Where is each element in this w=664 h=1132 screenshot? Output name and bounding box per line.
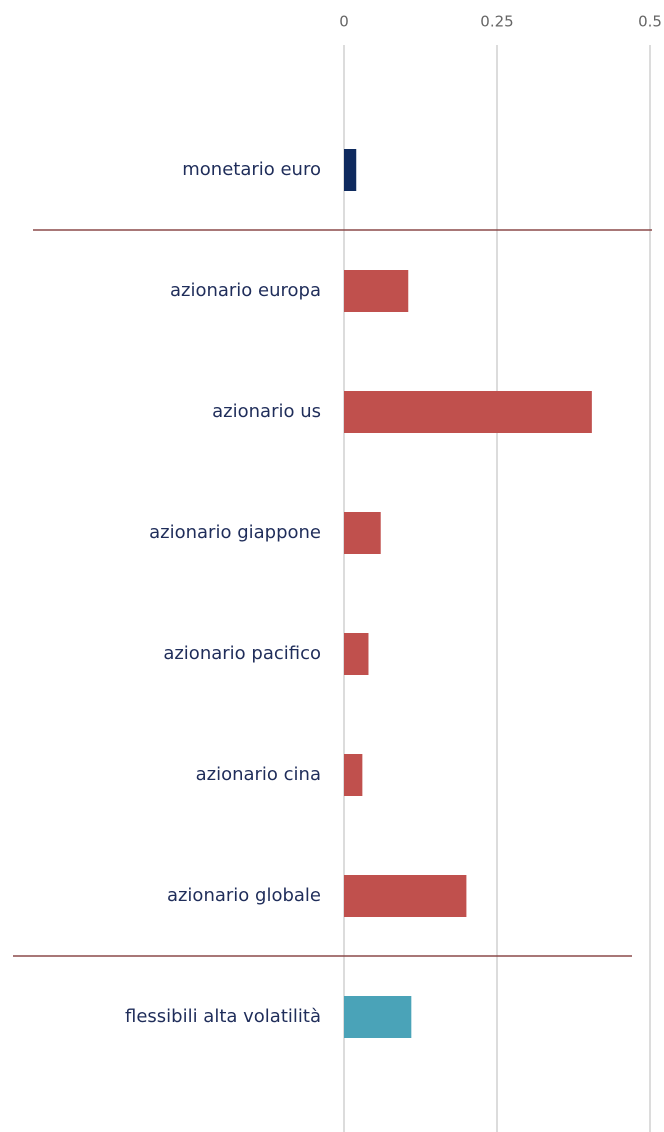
grid	[343, 45, 651, 1132]
y-tick-label: flessibili alta volatilità	[125, 1006, 321, 1027]
y-tick-label: monetario euro	[182, 159, 321, 180]
y-tick-label: azionario europa	[170, 280, 321, 301]
x-tick-label: 0.5	[638, 13, 662, 31]
x-tick-label: 0.25	[480, 13, 513, 31]
bar	[344, 391, 592, 433]
bar	[344, 512, 381, 554]
y-tick-label: azionario giappone	[149, 522, 321, 543]
y-tick-label: azionario pacifico	[163, 643, 321, 664]
y-tick-label: azionario us	[212, 401, 321, 422]
bar	[344, 270, 409, 312]
x-tick-label: 0	[339, 13, 349, 31]
y-tick-label: azionario globale	[167, 885, 321, 906]
bar	[344, 633, 369, 675]
bar	[344, 875, 467, 917]
bar	[344, 754, 363, 796]
bar	[344, 996, 412, 1038]
y-tick-label: azionario cina	[196, 764, 321, 785]
bar	[344, 149, 357, 191]
